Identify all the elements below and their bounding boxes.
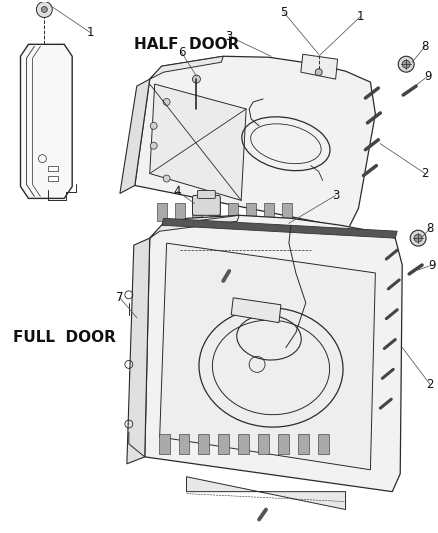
Bar [218,434,229,454]
Circle shape [163,175,170,182]
Text: 4: 4 [174,185,181,198]
Polygon shape [150,215,239,238]
Text: 9: 9 [428,259,436,271]
Circle shape [36,2,52,18]
Bar [179,434,190,454]
Circle shape [315,69,322,76]
Polygon shape [150,84,246,200]
Circle shape [402,60,410,68]
Polygon shape [180,228,311,271]
Text: 2: 2 [421,167,429,180]
Bar [282,204,292,221]
Bar [246,204,256,221]
Bar [228,204,238,221]
Bar [258,434,269,454]
Circle shape [414,234,422,242]
Polygon shape [160,243,375,470]
FancyBboxPatch shape [192,196,220,215]
Bar [48,166,58,171]
Bar [318,434,328,454]
Polygon shape [21,44,72,198]
FancyBboxPatch shape [198,190,215,198]
Bar [278,434,289,454]
Polygon shape [150,56,223,79]
Bar [298,434,309,454]
Circle shape [163,99,170,106]
Text: 7: 7 [116,292,124,304]
Text: 3: 3 [332,189,339,202]
Circle shape [150,123,157,130]
Bar [48,175,58,181]
Bar [175,204,184,221]
Polygon shape [187,477,346,510]
Text: FULL  DOOR: FULL DOOR [13,330,116,345]
Text: 2: 2 [426,378,434,391]
Polygon shape [135,56,375,228]
Bar [210,204,220,221]
Text: 6: 6 [178,46,185,59]
Polygon shape [301,54,338,79]
Bar [157,204,166,221]
Text: 3: 3 [226,30,233,43]
Text: 1: 1 [357,10,364,23]
Text: 8: 8 [426,222,434,235]
Circle shape [150,142,157,149]
Circle shape [410,230,426,246]
Polygon shape [231,298,281,322]
Bar [159,434,170,454]
Text: HALF  DOOR: HALF DOOR [134,37,239,52]
Text: 9: 9 [424,70,432,83]
Text: 1: 1 [86,26,94,39]
Text: 5: 5 [280,6,288,19]
Bar [264,204,274,221]
Circle shape [192,75,201,83]
Polygon shape [162,219,397,238]
Polygon shape [127,238,150,464]
Circle shape [41,6,47,12]
Bar [238,434,249,454]
Polygon shape [120,79,150,193]
Polygon shape [145,215,402,491]
Text: 8: 8 [421,40,429,53]
Circle shape [398,56,414,72]
Bar [198,434,209,454]
Bar [192,204,202,221]
